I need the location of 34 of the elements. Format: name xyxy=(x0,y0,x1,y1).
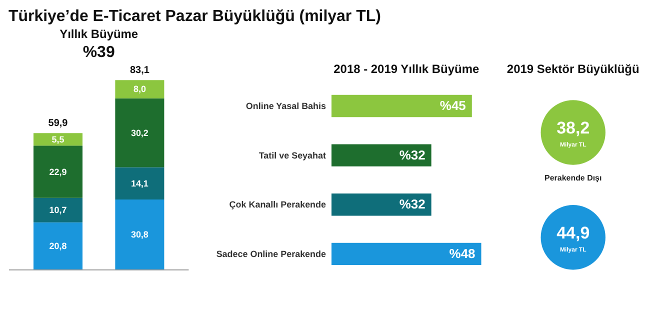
bar xyxy=(33,198,83,222)
bar xyxy=(33,133,83,146)
y-tick-label: Online Yasal Bahis xyxy=(246,100,326,111)
bar xyxy=(115,167,164,200)
data-label: 38,2 xyxy=(556,118,590,138)
category-label: Perakende Dışı xyxy=(544,173,602,182)
chart-title: 2018 - 2019 Yıllık Büyüme xyxy=(334,62,480,76)
y-tick-label: Tatil ve Seyahat xyxy=(258,150,326,160)
data-label: 5,5 xyxy=(52,134,64,144)
bar xyxy=(115,200,164,270)
y-tick-label: Sadece Online Perakende xyxy=(216,248,326,259)
data-label: 22,9 xyxy=(49,166,67,177)
total-label: 59,9 xyxy=(48,118,68,130)
bar xyxy=(115,80,164,98)
data-label: 20,8 xyxy=(49,241,67,252)
data-label: 30,8 xyxy=(130,230,148,240)
chart-subtitle: Yıllık Büyüme xyxy=(60,27,138,42)
data-label: 30,2 xyxy=(130,128,148,138)
total-label: 83,1 xyxy=(130,65,150,76)
text: 2019 Sektör Büyüklüğü xyxy=(506,62,640,76)
data-label: %32 xyxy=(399,196,426,212)
data-label: 44,9 xyxy=(556,223,590,242)
data-label: %32 xyxy=(399,147,426,162)
data-label: %48 xyxy=(449,246,476,261)
data-label: %45 xyxy=(440,98,466,113)
text: %39 xyxy=(82,44,115,62)
bar xyxy=(115,98,164,168)
data-label: 10,7 xyxy=(49,205,67,216)
data-label: 8,0 xyxy=(133,84,146,94)
y-tick-label: Çok Kanallı Perakende xyxy=(229,200,326,210)
chart-title: Türkiye’de E-Ticaret Pazar Büyüklüğü (milyar TL) xyxy=(8,8,381,26)
bar xyxy=(33,146,83,198)
data-label: 14,1 xyxy=(130,178,148,188)
bar xyxy=(33,222,83,270)
